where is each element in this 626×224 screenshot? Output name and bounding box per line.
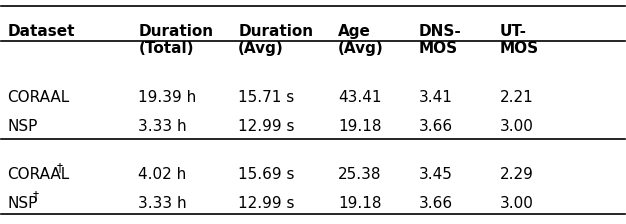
Text: 3.00: 3.00 bbox=[500, 196, 534, 211]
Text: †: † bbox=[33, 190, 39, 202]
Text: 12.99 s: 12.99 s bbox=[239, 196, 295, 211]
Text: 2.29: 2.29 bbox=[500, 167, 534, 182]
Text: Duration
(Total): Duration (Total) bbox=[138, 24, 213, 56]
Text: Age
(Avg): Age (Avg) bbox=[338, 24, 384, 56]
Text: NSP: NSP bbox=[8, 196, 38, 211]
Text: 3.33 h: 3.33 h bbox=[138, 196, 187, 211]
Text: 3.33 h: 3.33 h bbox=[138, 119, 187, 134]
Text: †: † bbox=[56, 161, 62, 174]
Text: 15.71 s: 15.71 s bbox=[239, 90, 294, 105]
Text: UT-
MOS: UT- MOS bbox=[500, 24, 539, 56]
Text: 19.18: 19.18 bbox=[338, 196, 381, 211]
Text: 3.45: 3.45 bbox=[419, 167, 453, 182]
Text: 19.39 h: 19.39 h bbox=[138, 90, 197, 105]
Text: 25.38: 25.38 bbox=[338, 167, 381, 182]
Text: 3.66: 3.66 bbox=[419, 196, 453, 211]
Text: 43.41: 43.41 bbox=[338, 90, 381, 105]
Text: CORAAL: CORAAL bbox=[8, 167, 70, 182]
Text: 12.99 s: 12.99 s bbox=[239, 119, 295, 134]
Text: NSP: NSP bbox=[8, 119, 38, 134]
Text: 2.21: 2.21 bbox=[500, 90, 534, 105]
Text: DNS-
MOS: DNS- MOS bbox=[419, 24, 462, 56]
Text: Duration
(Avg): Duration (Avg) bbox=[239, 24, 314, 56]
Text: Dataset: Dataset bbox=[8, 24, 75, 39]
Text: 4.02 h: 4.02 h bbox=[138, 167, 187, 182]
Text: CORAAL: CORAAL bbox=[8, 90, 70, 105]
Text: 3.66: 3.66 bbox=[419, 119, 453, 134]
Text: 3.41: 3.41 bbox=[419, 90, 453, 105]
Text: 19.18: 19.18 bbox=[338, 119, 381, 134]
Text: 15.69 s: 15.69 s bbox=[239, 167, 295, 182]
Text: 3.00: 3.00 bbox=[500, 119, 534, 134]
